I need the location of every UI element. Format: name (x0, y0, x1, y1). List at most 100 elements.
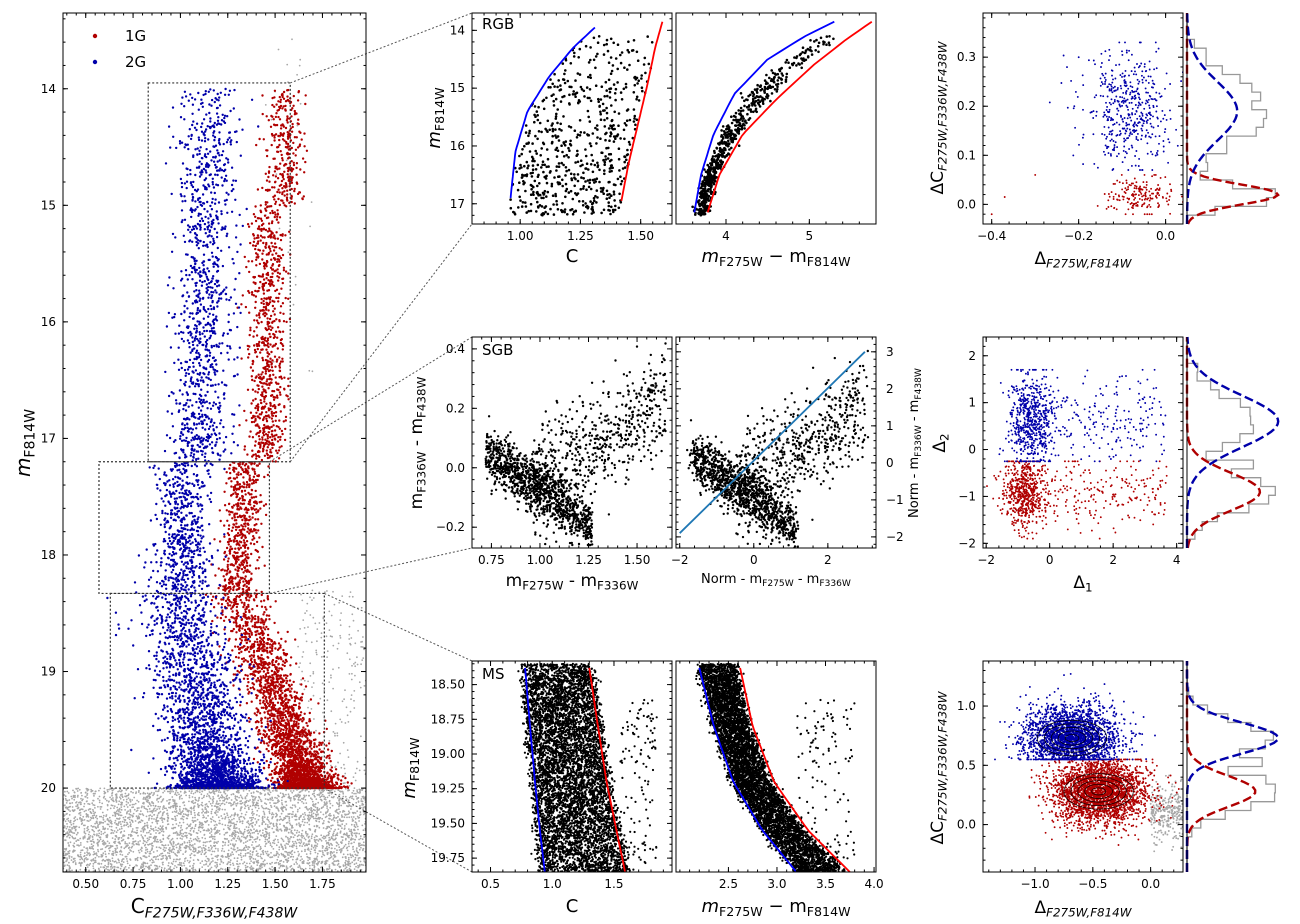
x-tick-label: 1.00 (527, 553, 554, 567)
axes-ticks-ms_c (472, 661, 672, 872)
rgb-c-fiducial-red (620, 21, 664, 202)
y-tick-label: 15 (41, 198, 56, 212)
axes-frame-main (62, 12, 367, 873)
sgb-norm-xlabel: Norm - mF275W - mF336W (701, 572, 851, 589)
rgb-c-fiducial-blue (509, 26, 596, 199)
sgb-chm-2g-points (998, 368, 1167, 463)
legend-label-1g: 1G (125, 27, 146, 45)
ms-col-xlabel: mF275W − mF814W (701, 896, 851, 919)
x-tick-label: 1.00 (507, 229, 534, 243)
ms-chm-contour (1070, 776, 1127, 806)
main-other-points (63, 38, 366, 872)
y-tick-label: 0 (968, 443, 976, 457)
sgb-col-ylabel: mF336W - mF438W (407, 376, 429, 509)
ms-chm-histogram (1186, 661, 1276, 872)
x-tick-label: 4 (722, 229, 730, 243)
axes-ticks-sgb_chm (983, 337, 1183, 548)
axes-ticks-main (63, 13, 366, 872)
x-tick-label: −2 (977, 553, 995, 567)
connector-ms-top (324, 592, 473, 662)
ms-chm-contour (1077, 780, 1120, 803)
x-tick-label: −1.0 (1020, 877, 1049, 891)
rgb-col-fiducial-red (706, 20, 873, 213)
x-tick-label: 1.75 (309, 877, 336, 891)
sgb-chm-1g-points (986, 460, 1168, 540)
y-tick-label: 1.0 (957, 699, 976, 713)
y-tick-label: −2 (886, 530, 904, 544)
legend: 1G 2G (92, 27, 146, 71)
legend-marker-2g (92, 59, 98, 65)
rgb-chm-histogram (1186, 13, 1276, 224)
y-tick-label: 2 (886, 382, 894, 396)
rgb-c-xlabel: C (566, 246, 579, 267)
ms-chm-contour (1043, 723, 1101, 753)
main-ylabel: mF814W (11, 409, 38, 477)
sgb-chm-histogram (1186, 337, 1276, 548)
x-tick-label: −0.5 (1078, 877, 1107, 891)
y-tick-label: 19.75 (431, 851, 465, 865)
x-tick-label: 1.25 (567, 229, 594, 243)
ms-chm-ylabel: ΔCF275W,F336W,F438W (928, 690, 950, 844)
axes-frame-ms_col (675, 660, 877, 873)
x-tick-label: 2 (824, 553, 832, 567)
sgb-chm-xlabel: Δ1 (1073, 573, 1092, 595)
y-tick-label: 0.0 (446, 461, 465, 475)
ms-col-points (695, 662, 856, 872)
y-tick-label: 14 (450, 23, 465, 37)
ms-chm-contour (1091, 787, 1106, 796)
x-tick-label: 0.50 (72, 877, 99, 891)
panel-label-sgb: SGB (482, 341, 513, 359)
y-tick-label: 0.2 (957, 99, 976, 113)
sgb-chm-ylabel: Δ2 (930, 433, 952, 452)
y-tick-label: 1 (886, 419, 894, 433)
y-tick-label: 19.50 (431, 816, 465, 830)
axes-ticks-sgb_col (472, 337, 672, 548)
rgb-c-points (509, 35, 654, 217)
y-tick-label: 17 (41, 431, 56, 445)
x-tick-label: 0.5 (481, 877, 500, 891)
rgb-col-fiducial-blue (693, 20, 835, 213)
axes-frame-ms_chm (982, 660, 1184, 873)
x-tick-label: 0 (750, 553, 758, 567)
y-tick-label: 0.0 (957, 818, 976, 832)
x-tick-label: 1.25 (575, 553, 602, 567)
axes-frame-rgb_chm (982, 12, 1184, 225)
connector-sgb-bottom (269, 547, 473, 594)
ms-col-fiducial-blue (698, 667, 798, 873)
ms-chm-contour (1050, 727, 1094, 750)
x-tick-label: 1.0 (543, 877, 562, 891)
main-2g-points (106, 87, 289, 790)
y-tick-label: 18 (41, 548, 56, 562)
rgb-col-points (691, 35, 835, 217)
y-tick-label: 0.3 (957, 50, 976, 64)
y-tick-label: 0.0 (957, 197, 976, 211)
y-tick-label: 19.25 (431, 782, 465, 796)
ms-chm-2g-points (994, 672, 1156, 761)
y-tick-label: −2 (958, 536, 976, 550)
y-tick-label: 18.50 (431, 678, 465, 692)
x-tick-label: 1.00 (167, 877, 194, 891)
x-tick-label: −0.2 (1064, 229, 1093, 243)
ms-chm-contour (1084, 783, 1113, 799)
y-tick-label: 20 (41, 781, 56, 795)
main-xlabel: CF275W,F336W,F438W (131, 894, 299, 921)
x-tick-label: 3.0 (767, 877, 786, 891)
axes-frame-sgb_col (471, 336, 673, 549)
x-tick-label: 2.5 (719, 877, 738, 891)
y-tick-label: 19.00 (431, 747, 465, 761)
sgb-norm-fit-line (679, 351, 866, 534)
sgb-col-points (484, 342, 668, 547)
ms-chm-contour (1064, 734, 1080, 743)
ms-chm-contour (1036, 719, 1108, 757)
legend-label-2g: 2G (125, 53, 146, 71)
x-tick-label: −0.4 (977, 229, 1006, 243)
x-tick-label: 0.0 (1141, 877, 1160, 891)
y-tick-label: 16 (41, 315, 56, 329)
rgb-chm-ylabel: ΔCF275W,F336W,F438W (928, 40, 950, 194)
ms-chm-other-points (1149, 774, 1183, 853)
axes-ticks-ms_col (679, 661, 875, 872)
y-tick-label: 0.2 (446, 401, 465, 415)
y-tick-label: 16 (450, 139, 465, 153)
x-tick-label: 1.5 (604, 877, 623, 891)
panel-label-ms: MS (482, 665, 504, 683)
